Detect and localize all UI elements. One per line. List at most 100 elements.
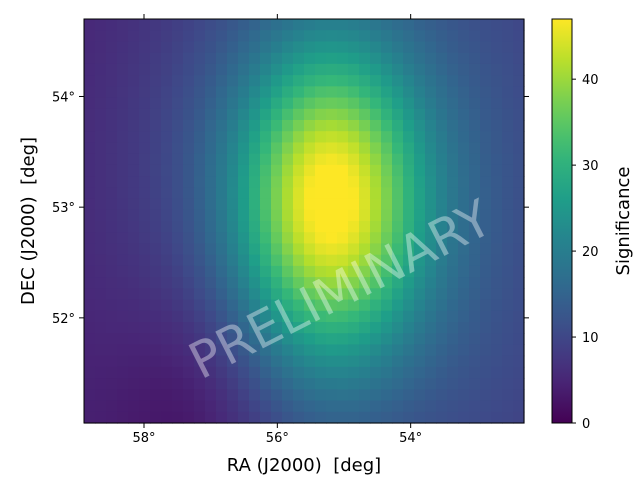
heatmap-cell <box>469 142 481 155</box>
heatmap-cell <box>436 41 448 54</box>
heatmap-cell <box>480 400 492 413</box>
heatmap-cell <box>260 310 272 323</box>
heatmap-cell <box>205 86 217 99</box>
heatmap-cell <box>238 310 250 323</box>
heatmap-cell <box>183 176 195 188</box>
heatmap-cell <box>348 86 360 99</box>
heatmap-cell <box>139 176 151 188</box>
heatmap-cell <box>370 97 382 110</box>
heatmap-cell <box>271 411 283 424</box>
heatmap-cell <box>150 63 162 76</box>
heatmap-cell <box>425 176 437 188</box>
heatmap-cell <box>172 299 184 312</box>
heatmap-cell <box>491 322 503 334</box>
heatmap-cell <box>128 411 140 424</box>
heatmap-cell <box>282 63 294 76</box>
heatmap-cell <box>260 299 272 312</box>
heatmap-cell <box>425 142 437 155</box>
heatmap-cell <box>238 108 250 121</box>
heatmap-cell <box>128 75 140 87</box>
heatmap-cell <box>205 254 217 267</box>
heatmap-cell <box>194 299 206 312</box>
heatmap-cell <box>458 187 470 200</box>
plot-frame <box>83 18 525 424</box>
heatmap-cell <box>315 288 327 301</box>
heatmap-cell <box>403 277 415 289</box>
heatmap-cell <box>436 299 448 312</box>
heatmap-cell <box>480 299 492 312</box>
heatmap-cell <box>337 187 349 200</box>
heatmap-cell <box>381 209 393 222</box>
heatmap-cell <box>282 310 294 323</box>
heatmap-cell <box>249 209 261 222</box>
heatmap-cell <box>403 131 415 144</box>
heatmap-cell <box>128 176 140 188</box>
heatmap-cell <box>436 355 448 368</box>
heatmap-cell <box>271 75 283 87</box>
heatmap-cell <box>392 400 404 413</box>
heatmap-cell <box>458 164 470 177</box>
heatmap-cell <box>304 108 316 121</box>
heatmap-cell <box>392 344 404 357</box>
heatmap-cell <box>183 366 195 379</box>
heatmap-cell <box>205 108 217 121</box>
heatmap-cell <box>128 209 140 222</box>
heatmap-cell <box>392 243 404 256</box>
heatmap-cell <box>403 41 415 54</box>
heatmap-cell <box>315 19 327 31</box>
heatmap-cell <box>326 164 338 177</box>
heatmap-cell <box>293 97 305 110</box>
heatmap-cell <box>469 187 481 200</box>
heatmap-cell <box>447 221 459 233</box>
heatmap-cell <box>304 52 316 65</box>
heatmap-cell <box>150 243 162 256</box>
heatmap-cell <box>502 411 514 424</box>
heatmap-cell <box>117 187 129 200</box>
heatmap-cell <box>249 366 261 379</box>
heatmap-cell <box>216 299 228 312</box>
heatmap-cell <box>216 344 228 357</box>
heatmap-cell <box>227 344 239 357</box>
heatmap-cell <box>139 288 151 301</box>
heatmap-cell <box>348 232 360 245</box>
heatmap-cell <box>205 164 217 177</box>
heatmap-cell <box>194 310 206 323</box>
heatmap-cell <box>458 131 470 144</box>
heatmap-cell <box>458 97 470 110</box>
heatmap-cell <box>315 232 327 245</box>
heatmap-cell <box>326 265 338 278</box>
heatmap-cell <box>249 299 261 312</box>
heatmap-cell <box>304 86 316 99</box>
heatmap-cell <box>84 198 96 211</box>
heatmap-cell <box>271 198 283 211</box>
heatmap-cell <box>139 378 151 390</box>
heatmap-cell <box>502 254 514 267</box>
heatmap-cell <box>469 153 481 166</box>
heatmap-cell <box>458 153 470 166</box>
heatmap-cell <box>480 75 492 87</box>
heatmap-cell <box>359 30 371 43</box>
heatmap-cell <box>447 176 459 188</box>
heatmap-cell <box>117 344 129 357</box>
heatmap-cell <box>128 389 140 402</box>
heatmap-cell <box>183 187 195 200</box>
heatmap-cell <box>183 142 195 155</box>
heatmap-cell <box>117 243 129 256</box>
heatmap-cell <box>447 322 459 334</box>
heatmap-cell <box>348 411 360 424</box>
heatmap-cell <box>359 411 371 424</box>
heatmap-cell <box>293 221 305 233</box>
heatmap-cell <box>315 120 327 132</box>
heatmap-cell <box>315 411 327 424</box>
heatmap-cell <box>260 333 272 346</box>
heatmap-cell <box>106 310 118 323</box>
heatmap-cell <box>194 30 206 43</box>
heatmap-cell <box>381 198 393 211</box>
heatmap-cell <box>249 378 261 390</box>
heatmap-cell <box>447 75 459 87</box>
heatmap-cell <box>447 310 459 323</box>
heatmap-cell <box>95 322 107 334</box>
heatmap-cell <box>139 232 151 245</box>
heatmap-cell <box>370 232 382 245</box>
heatmap-cell <box>249 232 261 245</box>
